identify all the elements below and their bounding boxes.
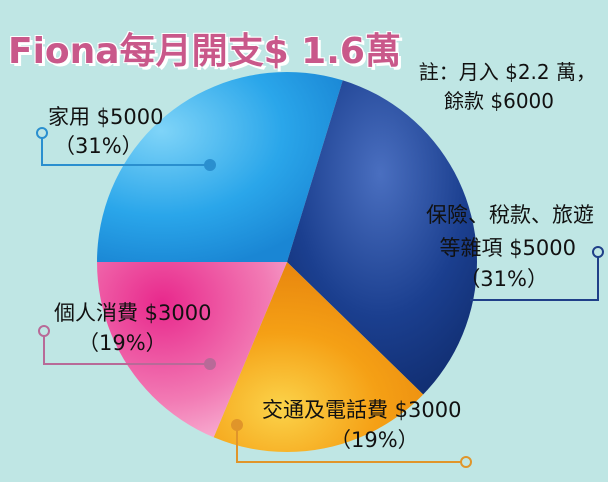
pct-misc: （31%） xyxy=(459,267,548,291)
income-note-line1: 註：月入 $2.2 萬， xyxy=(418,60,596,84)
label-misc-line1: 保險、稅款、旅遊 xyxy=(426,203,594,227)
label-transport: 交通及電話費 $3000 xyxy=(262,398,461,422)
leader-personal xyxy=(38,325,216,370)
label-misc-line2: 等雜項 $5000 xyxy=(440,236,576,260)
income-note-line2: 餘款 $6000 xyxy=(444,89,554,113)
chart-title: Fiona每月開支$ 1.6萬 xyxy=(8,31,401,72)
income-note: 註：月入 $2.2 萬， 餘款 $6000 xyxy=(419,58,596,116)
pct-personal: （19%） xyxy=(78,331,167,355)
leader-misc xyxy=(470,246,604,301)
leader-transport xyxy=(231,419,472,468)
label-personal: 個人消費 $3000 xyxy=(54,301,211,325)
leader-household xyxy=(36,127,216,171)
pct-transport: （19%） xyxy=(330,428,419,452)
pct-household: （31%） xyxy=(54,134,143,158)
label-household: 家用 $5000 xyxy=(48,105,163,129)
